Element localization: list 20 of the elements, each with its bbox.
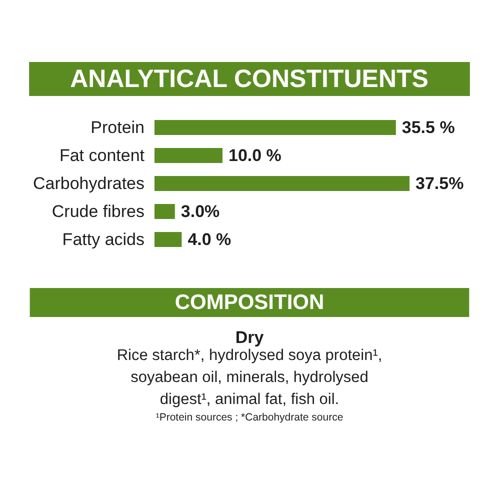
bar: [154, 232, 182, 247]
text: ¹Protein sources ; *Carbohydrate source: [156, 412, 344, 424]
data-label: 37.5%: [416, 174, 464, 193]
text: Rice starch*, hydrolysed soya protein¹, soyabean oil, minerals, hydrolysed digest¹, animal fat, fish oil.: [116, 346, 382, 408]
y-tick-label: Crude fibres: [52, 202, 145, 221]
data-label: 10.0 %: [228, 146, 282, 165]
bar: [154, 204, 175, 219]
chart-title: ANALYTICAL CONSTITUENTS: [70, 65, 428, 93]
text: Dry: [235, 328, 264, 347]
y-tick-label: Carbohydrates: [32, 174, 145, 193]
data-label: 4.0 %: [188, 230, 232, 249]
y-tick-label: Fatty acids: [62, 230, 145, 249]
y-tick-label: Protein: [90, 118, 145, 137]
data-label: 3.0%: [180, 202, 220, 221]
bar: [154, 120, 396, 135]
bar: [154, 148, 222, 163]
text: COMPOSITION: [174, 291, 324, 314]
y-tick-label: Fat content: [59, 146, 145, 165]
data-label: 35.5 %: [402, 118, 455, 137]
bar: [154, 176, 410, 191]
